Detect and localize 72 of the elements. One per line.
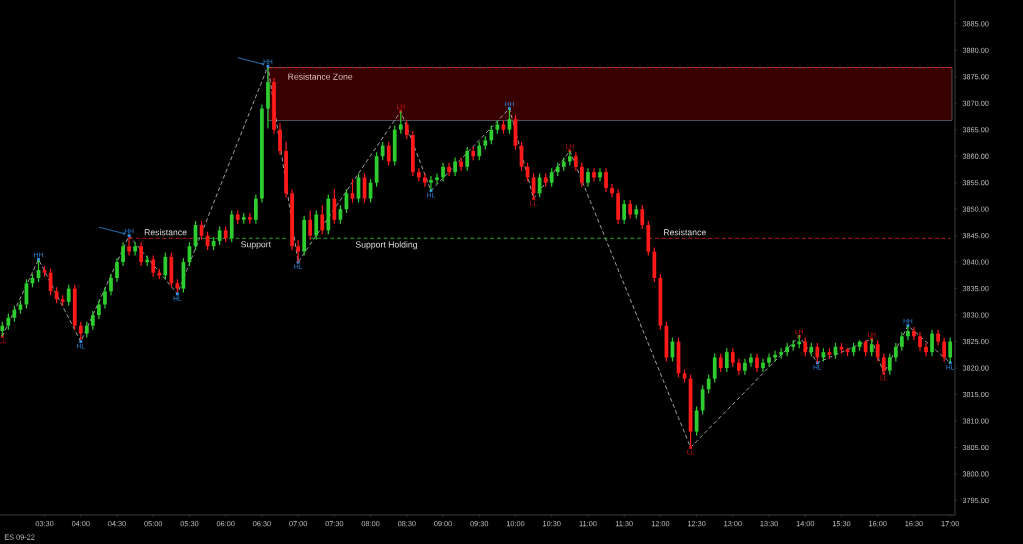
point [127, 234, 131, 238]
candlestick [887, 352, 892, 376]
point [266, 64, 270, 68]
series-label: Support Holding [355, 241, 417, 250]
candlestick [749, 352, 753, 368]
band-label: Resistance Zone [288, 73, 353, 80]
candlestick [700, 384, 705, 415]
candlestick [332, 188, 337, 225]
candlestick [109, 273, 113, 296]
candlestick [380, 141, 385, 161]
candlestick [724, 347, 729, 373]
candlestick [278, 122, 282, 156]
candlestick [489, 125, 494, 145]
candlestick [441, 162, 445, 182]
candlestick [435, 172, 439, 185]
candlestick [465, 146, 470, 172]
candlestick [139, 241, 144, 267]
candlestick [133, 241, 137, 257]
candlestick [549, 167, 554, 188]
candlestick [163, 252, 168, 280]
candlestick [942, 337, 947, 363]
candlestick [320, 204, 325, 235]
candlestick [404, 119, 409, 140]
candlestick [127, 236, 131, 257]
candlestick [151, 254, 156, 278]
candlestick [718, 352, 723, 373]
candlestick [350, 178, 355, 204]
candlestick [918, 331, 922, 352]
series-label: Support [241, 241, 271, 250]
candlestick [628, 199, 633, 220]
candlestick [537, 172, 542, 198]
candlestick [417, 167, 421, 182]
candlestick [706, 374, 711, 394]
candlestick [640, 204, 645, 230]
candlestick [121, 241, 125, 267]
candlestick [586, 167, 590, 188]
candlestick [90, 310, 95, 331]
candlestick [875, 339, 880, 363]
candlestick [803, 337, 808, 357]
candlestick [924, 342, 928, 357]
candlestick [622, 199, 627, 225]
series-label: Resistance [144, 229, 187, 236]
candlestick [386, 141, 391, 167]
candlestick [755, 352, 759, 373]
candlestick [900, 331, 904, 352]
candlestick [779, 347, 783, 360]
candlestick [103, 286, 107, 310]
candlestick [459, 156, 464, 172]
candlestick [767, 352, 771, 368]
candlestick [447, 162, 451, 177]
candlestick [598, 167, 602, 182]
candlestick [254, 194, 258, 225]
candlestick [730, 347, 735, 368]
candlestick [712, 352, 717, 384]
candlestick [912, 326, 916, 341]
candlestick [477, 141, 482, 161]
candlestick [78, 321, 83, 341]
candlestick [453, 156, 457, 177]
candlestick [580, 162, 584, 188]
candlestick [592, 167, 596, 182]
candlestick [573, 151, 578, 172]
candlestick [423, 172, 427, 188]
candlestick [115, 257, 119, 283]
candlestick [97, 299, 101, 320]
candlestick [930, 329, 934, 357]
series-label: Resistance [664, 229, 706, 236]
candlestick [761, 358, 765, 373]
candlestick [893, 342, 898, 363]
candlestick [308, 209, 313, 241]
candlestick [610, 183, 614, 198]
candlestick [604, 167, 608, 193]
candlestick [66, 284, 71, 307]
